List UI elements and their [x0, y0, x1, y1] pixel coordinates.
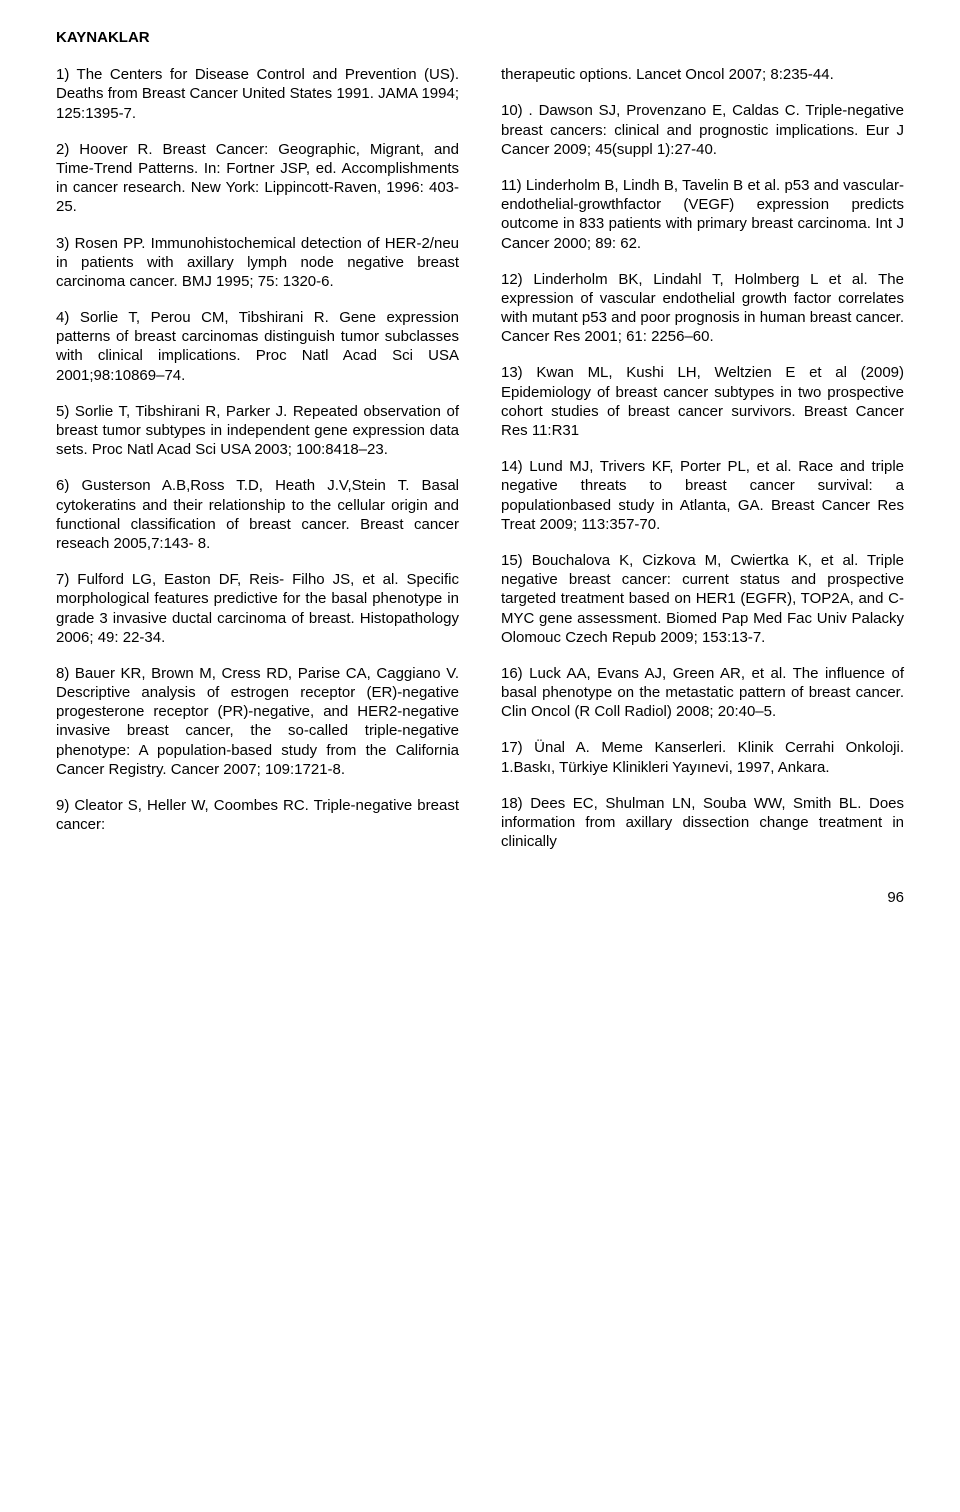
- reference-item: therapeutic options. Lancet Oncol 2007; …: [501, 65, 904, 84]
- reference-item: 17) Ünal A. Meme Kanserleri. Klinik Cerr…: [501, 738, 904, 776]
- reference-item: 11) Linderholm B, Lindh B, Tavelin B et …: [501, 176, 904, 253]
- reference-item: 18) Dees EC, Shulman LN, Souba WW, Smith…: [501, 794, 904, 852]
- reference-item: 13) Kwan ML, Kushi LH, Weltzien E et al …: [501, 363, 904, 440]
- reference-item: 4) Sorlie T, Perou CM, Tibshirani R. Gen…: [56, 308, 459, 385]
- reference-item: 5) Sorlie T, Tibshirani R, Parker J. Rep…: [56, 402, 459, 460]
- reference-item: 16) Luck AA, Evans AJ, Green AR, et al. …: [501, 664, 904, 722]
- section-heading: KAYNAKLAR: [56, 28, 904, 47]
- reference-item: 15) Bouchalova K, Cizkova M, Cwiertka K,…: [501, 551, 904, 647]
- reference-columns: 1) The Centers for Disease Control and P…: [56, 65, 904, 860]
- reference-item: 3) Rosen PP. Immunohistochemical detecti…: [56, 234, 459, 292]
- reference-item: 2) Hoover R. Breast Cancer: Geographic, …: [56, 140, 459, 217]
- reference-item: 12) Linderholm BK, Lindahl T, Holmberg L…: [501, 270, 904, 347]
- reference-item: 10) . Dawson SJ, Provenzano E, Caldas C.…: [501, 101, 904, 159]
- reference-item: 9) Cleator S, Heller W, Coombes RC. Trip…: [56, 796, 459, 834]
- page-number: 96: [56, 888, 904, 907]
- reference-item: 14) Lund MJ, Trivers KF, Porter PL, et a…: [501, 457, 904, 534]
- reference-item: 7) Fulford LG, Easton DF, Reis- Filho JS…: [56, 570, 459, 647]
- reference-item: 8) Bauer KR, Brown M, Cress RD, Parise C…: [56, 664, 459, 779]
- reference-item: 1) The Centers for Disease Control and P…: [56, 65, 459, 123]
- reference-item: 6) Gusterson A.B,Ross T.D, Heath J.V,Ste…: [56, 476, 459, 553]
